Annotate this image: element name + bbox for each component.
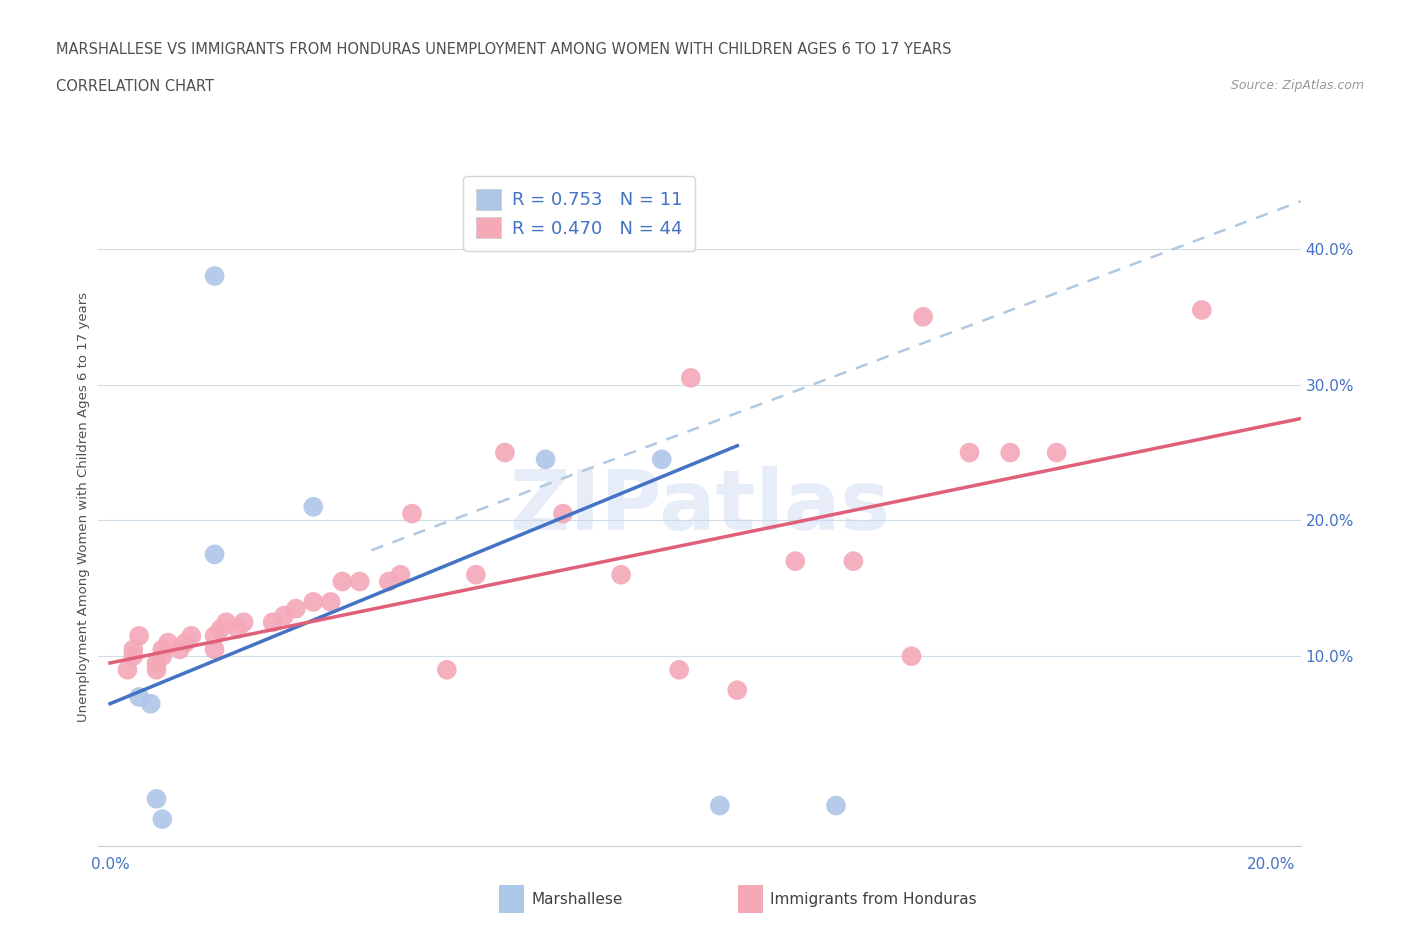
Point xyxy=(494,445,516,460)
Point xyxy=(330,574,353,589)
Point xyxy=(610,567,633,582)
Point xyxy=(302,499,325,514)
Point xyxy=(998,445,1021,460)
Point xyxy=(232,615,254,630)
Point xyxy=(122,649,145,664)
Point xyxy=(534,452,557,467)
Text: ZIPatlas: ZIPatlas xyxy=(509,466,890,548)
Point xyxy=(785,553,807,568)
Point xyxy=(284,602,307,617)
Point xyxy=(150,812,173,827)
Point xyxy=(709,798,731,813)
Point xyxy=(117,662,139,677)
Point xyxy=(174,635,197,650)
Point xyxy=(145,791,167,806)
Point xyxy=(389,567,412,582)
Point xyxy=(226,621,249,636)
Point xyxy=(122,642,145,657)
Y-axis label: Unemployment Among Women with Children Ages 6 to 17 years: Unemployment Among Women with Children A… xyxy=(77,292,90,722)
Point xyxy=(842,553,865,568)
Point xyxy=(169,642,191,657)
Point xyxy=(725,683,748,698)
Point xyxy=(215,615,238,630)
Point xyxy=(204,269,226,284)
Point xyxy=(912,310,935,325)
Point xyxy=(204,642,226,657)
Point xyxy=(825,798,848,813)
Point xyxy=(204,547,226,562)
Text: MARSHALLESE VS IMMIGRANTS FROM HONDURAS UNEMPLOYMENT AMONG WOMEN WITH CHILDREN A: MARSHALLESE VS IMMIGRANTS FROM HONDURAS … xyxy=(56,42,952,57)
Point xyxy=(679,370,702,385)
Point xyxy=(959,445,981,460)
Text: CORRELATION CHART: CORRELATION CHART xyxy=(56,79,214,94)
Point xyxy=(349,574,371,589)
Point xyxy=(1191,302,1213,317)
Point xyxy=(401,506,423,521)
Point xyxy=(436,662,458,677)
Point xyxy=(139,697,162,711)
Point xyxy=(378,574,401,589)
Text: Marshallese: Marshallese xyxy=(531,892,623,907)
Point xyxy=(157,635,180,650)
Point xyxy=(900,649,922,664)
Point xyxy=(651,452,673,467)
Legend: R = 0.753   N = 11, R = 0.470   N = 44: R = 0.753 N = 11, R = 0.470 N = 44 xyxy=(464,177,695,251)
Point xyxy=(262,615,284,630)
Point xyxy=(551,506,574,521)
Point xyxy=(464,567,486,582)
Point xyxy=(204,629,226,644)
Point xyxy=(319,594,342,609)
Point xyxy=(128,689,150,704)
Text: Immigrants from Honduras: Immigrants from Honduras xyxy=(770,892,977,907)
Point xyxy=(1046,445,1069,460)
Point xyxy=(302,594,325,609)
Point xyxy=(145,656,167,671)
Point xyxy=(150,642,173,657)
Point xyxy=(668,662,690,677)
Point xyxy=(128,629,150,644)
Point xyxy=(150,649,173,664)
Text: Source: ZipAtlas.com: Source: ZipAtlas.com xyxy=(1230,79,1364,92)
Point xyxy=(180,629,202,644)
Point xyxy=(145,662,167,677)
Point xyxy=(273,608,295,623)
Point xyxy=(209,621,232,636)
